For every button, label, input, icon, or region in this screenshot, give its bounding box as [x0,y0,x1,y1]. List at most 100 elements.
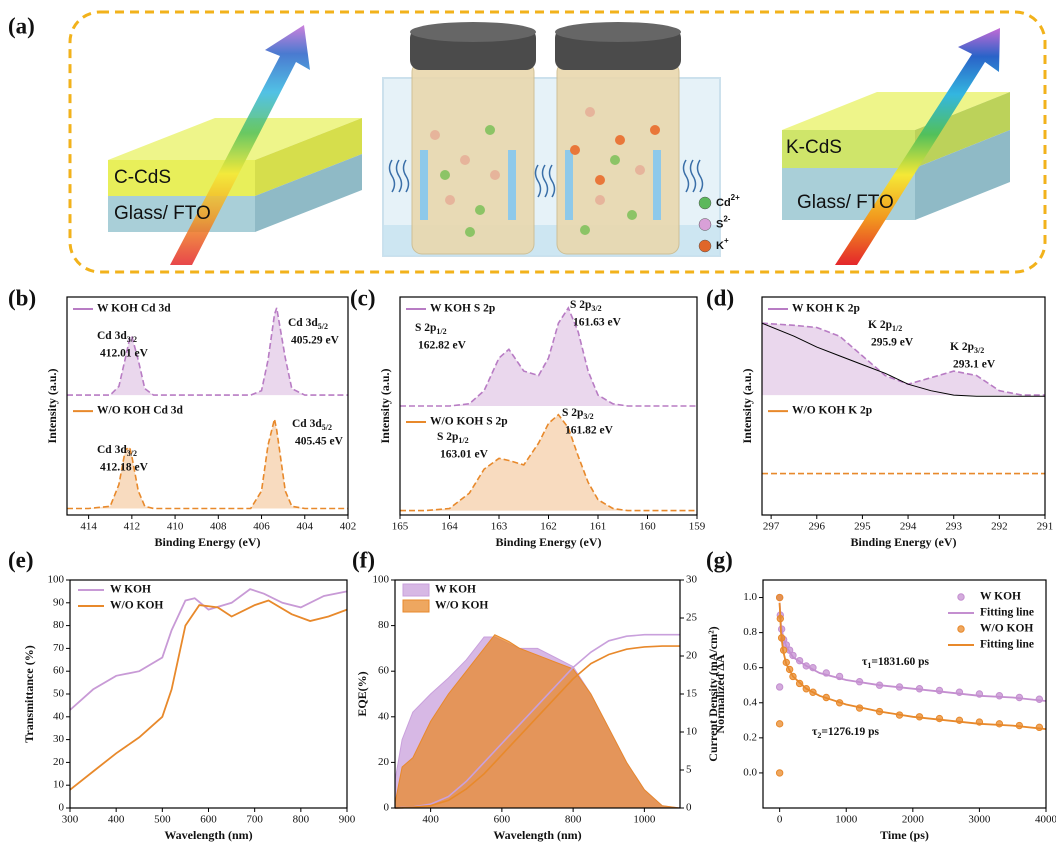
ion-symbol: Cd [716,197,731,209]
x-tick-label: 412 [124,521,141,533]
y-tick-label: 100 [373,574,390,586]
ion-charge: 2+ [731,193,740,202]
peak-energy: 405.29 eV [291,335,340,347]
panel-a: (a) C-CdS Glass/ FTO K-CdS Glass/ FTO [8,12,1045,272]
legend-label: Fitting line [980,639,1034,651]
y-tick-label: 20 [53,756,65,768]
x-axis-title: Wavelength (nm) [493,828,581,842]
y2-tick-label: 15 [686,688,698,700]
substrate-in-jar [508,150,516,220]
x-tick-label: 402 [340,521,357,533]
y-tick-label: 60 [53,665,65,677]
peak-name: S 2p [437,431,458,443]
peak-label: K 2p1/2 [868,319,902,333]
eqe-area [395,635,680,808]
panel-label: (e) [8,547,34,572]
x-tick-label: 800 [293,814,310,826]
peak-label: S 2p3/2 [562,407,594,421]
x-tick-label: 414 [80,521,97,533]
peak-label: τ1=1831.60 ps [862,656,930,670]
y-tick-label: 50 [53,688,65,700]
y-tick-label: 70 [53,642,65,654]
y-axis-title: Intensity (a.u.) [740,368,754,443]
peak-label: S 2p1/2 [437,431,469,445]
y-tick-label: 0.8 [743,626,757,638]
lifetime-value: =1831.60 ps [871,656,929,668]
legend-label: W KOH Cd 3d [97,303,171,315]
data-point [776,770,782,776]
peak-subscript: 3/2 [127,335,137,344]
peak-energy: 295.9 eV [871,337,914,349]
legend-label: W KOH [110,584,151,596]
x-tick-label: 296 [809,521,826,533]
peak-area [400,415,697,511]
peak-name: S 2p [570,299,591,311]
x-tick-label: 4000 [1035,814,1056,826]
y2-tick-label: 10 [686,726,698,738]
film-label: C-CdS [114,167,171,188]
legend-label: W/O KOH Cd 3d [97,405,184,417]
panel-label: (b) [8,285,36,310]
panel-label: (g) [706,547,733,572]
y-tick-label: 0.4 [743,696,757,708]
ion-charge: + [724,236,729,245]
y-tick-label: 60 [378,665,390,677]
legend-swatch [699,219,711,231]
peak-label: K 2p3/2 [950,341,984,355]
peak-energy: 293.1 eV [953,359,996,371]
peak-energy: 412.01 eV [100,348,149,360]
page: (a) C-CdS Glass/ FTO K-CdS Glass/ FTO [0,0,1056,845]
x-axis-title: Binding Energy (eV) [495,535,601,549]
peak-subscript: 5/2 [322,423,332,432]
peak-subscript: 1/2 [458,436,468,445]
y2-tick-label: 30 [686,574,698,586]
ion-charge: 2- [723,215,730,224]
lifetime-value: =1276.19 ps [821,726,879,738]
x-tick-label: 410 [167,521,184,533]
peak-subscript: 3/2 [591,304,601,313]
panel-label: (a) [8,13,35,38]
legend-swatch [403,600,429,612]
peak-label: Cd 3d5/2 [292,418,332,432]
x-tick-label: 293 [945,521,962,533]
y-tick-label: 0.0 [743,766,757,778]
data-point [776,721,782,727]
y-tick-label: 100 [48,574,65,586]
x-tick-label: 700 [246,814,263,826]
series-line [70,601,347,790]
x-tick-label: 600 [200,814,217,826]
x-tick-label: 161 [590,521,607,533]
y-tick-label: 0 [59,802,65,814]
x-tick-label: 600 [494,814,511,826]
substrate-label: Glass/ FTO [114,203,211,224]
peak-subscript: 1/2 [892,324,902,333]
x-tick-label: 292 [991,521,1008,533]
slab-right: K-CdS Glass/ FTO [782,28,1010,265]
substrate-in-jar [653,150,661,220]
legend-label: W/O KOH [980,623,1033,635]
y-axis-title: Intensity (a.u.) [378,368,392,443]
x-tick-label: 159 [689,521,706,533]
film-label: K-CdS [786,137,842,158]
x-tick-label: 408 [210,521,227,533]
x-axis-title: Binding Energy (eV) [850,535,956,549]
peak-energy: 405.45 eV [295,436,344,448]
peak-subscript: 1/2 [436,327,446,336]
peak-energy: 412.18 eV [100,462,149,474]
legend-label: W KOH S 2p [430,303,495,315]
x-tick-label: 406 [253,521,270,533]
legend-swatch [699,197,711,209]
legend-label: W/O KOH K 2p [792,405,872,417]
y-tick-label: 0 [384,802,390,814]
ion-symbol: S [716,218,723,230]
y-axis-title: Normalized ΔA [713,654,727,734]
panel-label: (c) [350,285,376,310]
legend-label: W KOH [435,584,476,596]
water-bath [383,22,720,256]
x-tick-label: 2000 [902,814,925,826]
peak-subscript: 3/2 [583,412,593,421]
x-tick-label: 162 [540,521,557,533]
jar-cap-top [410,22,536,42]
peak-subscript: 3/2 [974,346,984,355]
peak-label: S 2p1/2 [415,322,447,336]
